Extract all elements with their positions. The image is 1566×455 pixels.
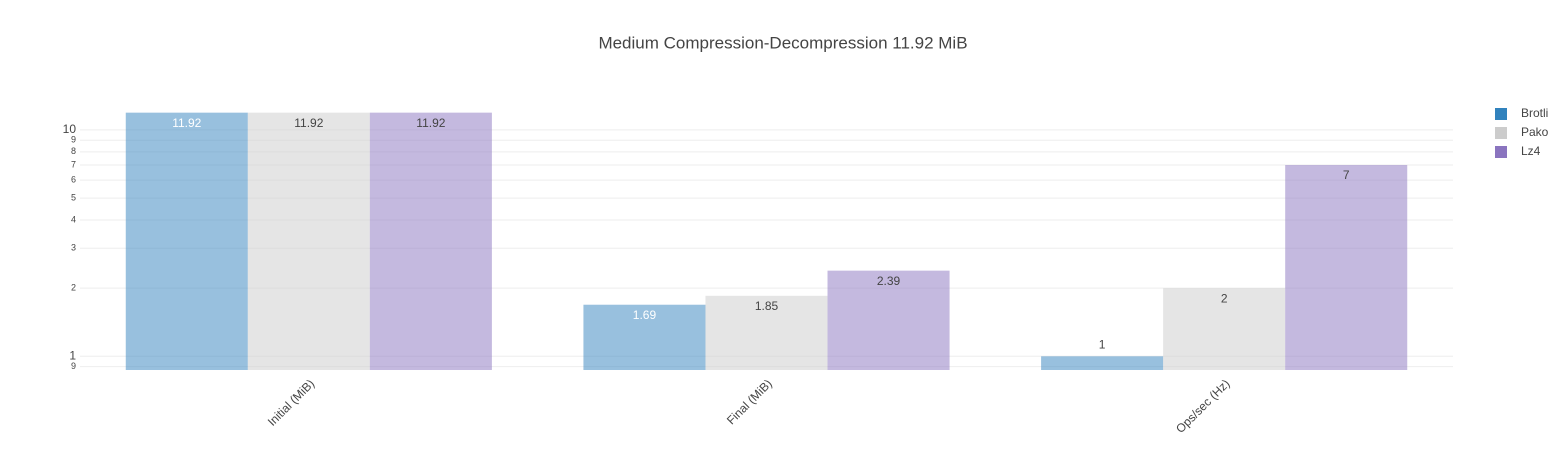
legend-swatch bbox=[1495, 127, 1507, 139]
data-label: 11.92 bbox=[416, 116, 445, 130]
data-label: 1.85 bbox=[755, 299, 779, 313]
x-tick-label: Ops/sec (Hz) bbox=[1173, 376, 1232, 435]
chart-title: Medium Compression-Decompression 11.92 M… bbox=[598, 33, 967, 52]
bar bbox=[827, 270, 950, 370]
bar bbox=[583, 304, 706, 370]
legend-label: Brotli bbox=[1521, 106, 1548, 120]
y-tick-label: 7 bbox=[71, 159, 76, 169]
data-label: 11.92 bbox=[294, 116, 323, 130]
bar bbox=[1285, 164, 1408, 370]
legend-swatch bbox=[1495, 146, 1507, 158]
x-tick-label: Final (MiB) bbox=[724, 376, 775, 427]
legend-label: Pako bbox=[1521, 125, 1549, 139]
y-tick-label: 5 bbox=[71, 192, 76, 202]
legend-swatch bbox=[1495, 108, 1507, 120]
bar bbox=[247, 112, 370, 370]
y-tick-label: 6 bbox=[71, 175, 76, 185]
legend-label: Lz4 bbox=[1521, 144, 1541, 158]
y-tick-label: 9 bbox=[71, 135, 76, 145]
bar bbox=[369, 112, 492, 370]
data-label: 2.39 bbox=[877, 274, 901, 288]
data-label: 11.92 bbox=[172, 116, 201, 130]
y-tick-label: 9 bbox=[71, 361, 76, 371]
data-label: 1.69 bbox=[633, 308, 657, 322]
y-tick-label: 10 bbox=[63, 122, 77, 136]
y-tick-label: 4 bbox=[71, 214, 76, 224]
y-tick-label: 1 bbox=[69, 348, 76, 362]
y-tick-label: 2 bbox=[71, 283, 76, 293]
y-tick-label: 8 bbox=[71, 146, 76, 156]
x-tick-label: Initial (MiB) bbox=[265, 376, 317, 428]
data-label: 1 bbox=[1099, 337, 1106, 351]
data-label: 2 bbox=[1221, 291, 1228, 305]
bar bbox=[1163, 288, 1286, 370]
data-label: 7 bbox=[1343, 168, 1350, 182]
bar bbox=[125, 112, 248, 370]
y-tick-label: 3 bbox=[71, 243, 76, 253]
bar bbox=[705, 295, 828, 370]
bar bbox=[1041, 356, 1164, 370]
